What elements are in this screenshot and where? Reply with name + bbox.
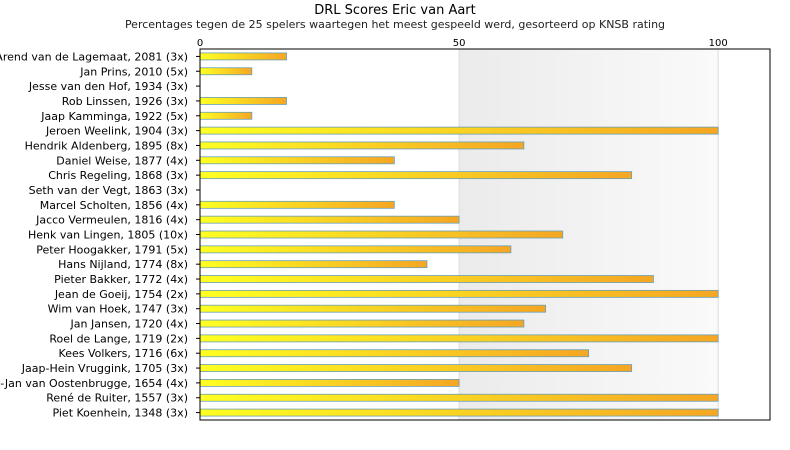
bar (199, 156, 395, 165)
plot-area: 0 50 100 Arend van de Lagemaat, 2081 (3x) Ja… (0, 38, 771, 421)
category-label: Henk van Lingen, 1805 (10x) (28, 229, 188, 242)
bar (199, 215, 460, 224)
category-label: Gert-Jan van Oostenbrugge, 1654 (4x) (0, 377, 188, 390)
category-label: René de Ruiter, 1557 (3x) (46, 392, 188, 405)
category-label: Chris Regeling, 1868 (3x) (48, 169, 188, 182)
bar (199, 230, 564, 239)
category-label: Roel de Lange, 1719 (2x) (49, 332, 188, 345)
x-tick-label: 50 (453, 38, 466, 49)
category-label: Rob Linssen, 1926 (3x) (62, 95, 188, 108)
bar (199, 245, 512, 254)
bar (199, 67, 253, 76)
category-label: Pieter Bakker, 1772 (4x) (54, 273, 188, 286)
bar (199, 111, 253, 120)
bar (199, 364, 633, 372)
bar (199, 289, 719, 298)
bar (199, 126, 719, 135)
bar (199, 319, 525, 328)
category-label: Piet Koenhein, 1348 (3x) (52, 407, 188, 420)
x-tick-label: 100 (709, 38, 728, 49)
bar (199, 334, 719, 343)
bar (199, 200, 395, 209)
chart-title: DRL Scores Eric van Aart (314, 3, 476, 18)
plot-frame (199, 48, 771, 421)
category-label: Jacco Vermeulen, 1816 (4x) (35, 214, 188, 227)
category-label: Jaap-Hein Vruggink, 1705 (3x) (21, 362, 188, 375)
category-label: Jeroen Weelink, 1904 (3x) (45, 125, 188, 138)
category-label: Wim van Hoek, 1747 (3x) (48, 303, 188, 316)
category-label: Jaap Kamminga, 1922 (5x) (40, 110, 188, 123)
bar (199, 52, 287, 61)
category-label: Marcel Scholten, 1856 (4x) (40, 199, 188, 212)
category-label: Peter Hoogakker, 1791 (5x) (36, 243, 188, 256)
bar (199, 378, 460, 387)
bar (199, 97, 287, 105)
bar (199, 171, 633, 180)
bar (199, 275, 654, 283)
bar (199, 408, 719, 417)
bar (199, 349, 590, 358)
category-label: Jan Jansen, 1720 (4x) (70, 318, 188, 331)
x-tick-label: 0 (197, 38, 203, 49)
bar (199, 141, 525, 150)
category-label: Arend van de Lagemaat, 2081 (3x) (0, 50, 188, 63)
category-label: Kees Volkers, 1716 (6x) (59, 347, 188, 360)
category-label: Jesse van den Hof, 1934 (3x) (28, 80, 188, 93)
category-label: Hendrik Aldenberg, 1895 (8x) (25, 139, 188, 152)
category-label: Hans Nijland, 1774 (8x) (58, 258, 188, 271)
bar (199, 393, 719, 402)
chart-subtitle: Percentages tegen de 25 spelers waartege… (125, 18, 665, 31)
category-label: Seth van der Vegt, 1863 (3x) (29, 184, 188, 197)
category-label: Jean de Goeij, 1754 (2x) (54, 288, 188, 301)
category-label: Jan Prins, 2010 (5x) (79, 65, 188, 78)
bar (199, 304, 547, 313)
category-label: Daniel Weise, 1877 (4x) (56, 154, 188, 167)
bar (199, 260, 428, 269)
